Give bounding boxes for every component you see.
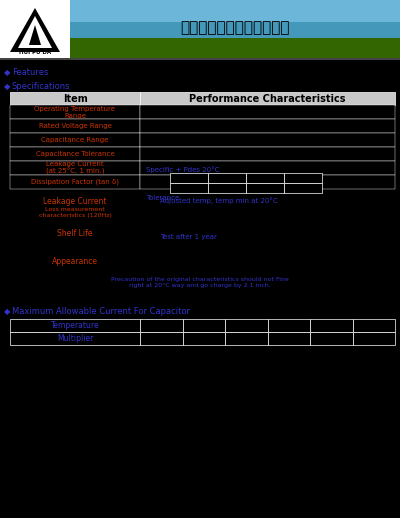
Bar (140, 161, 395, 175)
Bar (310, 332, 352, 345)
Text: Tolerance: Tolerance (146, 195, 179, 201)
Bar (268, 319, 310, 332)
Bar (246, 173, 284, 183)
Bar (10, 319, 140, 332)
Bar (0, 0, 70, 58)
Bar (182, 332, 225, 345)
Bar (140, 147, 395, 161)
Text: Test after 1 year: Test after 1 year (160, 234, 217, 240)
Text: Precaution of the original characteristics should not Fine
right at 20°C way and: Precaution of the original characteristi… (111, 277, 289, 288)
Bar (140, 332, 182, 345)
Bar (268, 332, 310, 345)
Bar (225, 332, 268, 345)
Text: Operating Temperature
Range: Operating Temperature Range (34, 106, 116, 119)
Bar (140, 319, 182, 332)
Bar (170, 183, 208, 193)
Text: HUI PU DA: HUI PU DA (19, 50, 51, 55)
Bar (352, 332, 395, 345)
Text: Specifications: Specifications (12, 82, 70, 91)
Bar (140, 92, 395, 105)
Bar (10, 175, 140, 189)
Text: Maximum Allowable Current For Capacitor: Maximum Allowable Current For Capacitor (12, 307, 190, 316)
Bar (182, 319, 225, 332)
Text: Loss measurement
characteristics (120Hz): Loss measurement characteristics (120Hz) (38, 207, 112, 218)
Text: Shelf Life: Shelf Life (57, 229, 93, 238)
Bar (140, 119, 395, 133)
Bar (170, 173, 208, 183)
Text: Item: Item (63, 94, 87, 104)
Bar (10, 332, 140, 345)
Bar (208, 183, 246, 193)
Text: Leakage Current
(at 25°C, 1 min.): Leakage Current (at 25°C, 1 min.) (46, 161, 104, 175)
Text: Rated Voltage Range: Rated Voltage Range (38, 123, 112, 129)
Bar (10, 92, 140, 105)
Bar (10, 133, 140, 147)
Text: Dissipation Factor (tan δ): Dissipation Factor (tan δ) (31, 179, 119, 185)
Text: 深圳市慧普达实业发展有限: 深圳市慧普达实业发展有限 (180, 21, 290, 36)
Bar (10, 161, 140, 175)
Text: Adjusted temp, temp min at 20°C: Adjusted temp, temp min at 20°C (160, 197, 278, 204)
Text: ◆: ◆ (4, 82, 10, 91)
Bar (208, 173, 246, 183)
Text: ◆: ◆ (4, 68, 10, 77)
Polygon shape (10, 8, 60, 52)
Text: Leakage Current: Leakage Current (43, 197, 107, 206)
Bar (10, 105, 140, 119)
Bar (70, 0, 400, 22)
Text: Capacitance Range: Capacitance Range (41, 137, 109, 143)
Bar (246, 183, 284, 193)
Text: Temperature: Temperature (51, 321, 99, 330)
Bar (140, 133, 395, 147)
Bar (10, 147, 140, 161)
Bar (10, 119, 140, 133)
Text: Appearance: Appearance (52, 257, 98, 266)
Bar (310, 319, 352, 332)
Text: Performance Characteristics: Performance Characteristics (189, 94, 346, 104)
Polygon shape (29, 25, 41, 45)
Text: Specific + Pdes 20°C: Specific + Pdes 20°C (146, 166, 219, 173)
Polygon shape (18, 16, 52, 48)
Bar (284, 173, 322, 183)
Text: Features: Features (12, 68, 48, 77)
Bar (140, 105, 395, 119)
Text: Capacitance Tolerance: Capacitance Tolerance (36, 151, 114, 157)
Bar (284, 183, 322, 193)
Bar (140, 175, 395, 189)
Text: Multiplier: Multiplier (57, 334, 93, 343)
Bar (0, 58, 400, 60)
Bar (70, 38, 400, 58)
Bar (225, 319, 268, 332)
Bar (352, 319, 395, 332)
Bar (70, 0, 400, 58)
Text: ◆: ◆ (4, 307, 10, 316)
